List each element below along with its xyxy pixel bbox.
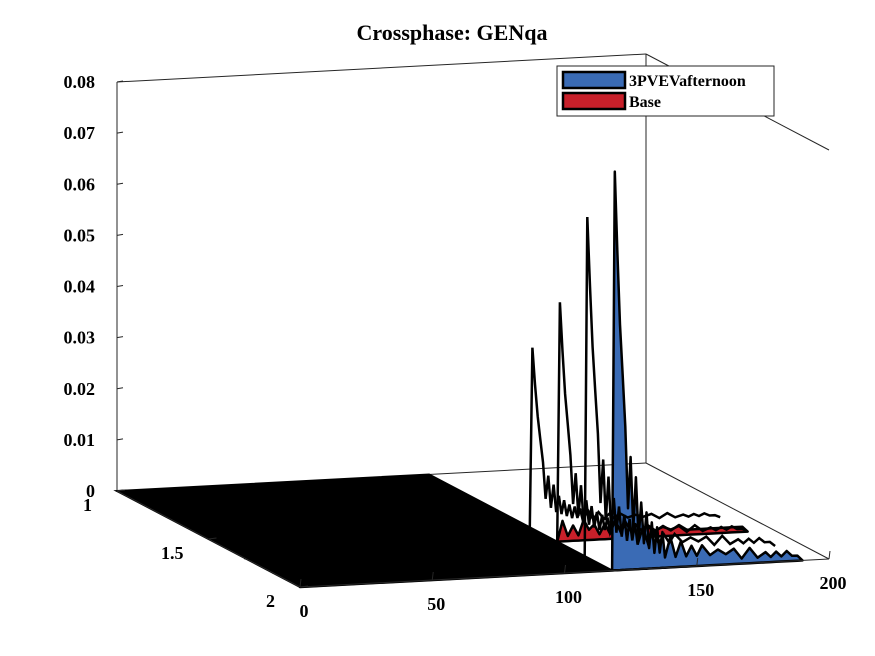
data-point: [577, 534, 579, 537]
data-point: [648, 547, 650, 549]
y-tick-label: 1: [83, 495, 92, 515]
chart-title: Crossphase: GENqa: [357, 20, 548, 45]
data-point: [694, 528, 696, 530]
x-tick: [431, 571, 434, 581]
z-tick-label: 0.01: [64, 430, 96, 450]
data-point: [640, 501, 642, 504]
data-point: [616, 252, 619, 254]
x-tick: [828, 550, 831, 560]
data-point: [635, 476, 637, 478]
data-point: [791, 555, 793, 557]
data-point: [588, 529, 590, 531]
x-tick-label: 200: [820, 573, 847, 593]
data-point: [622, 375, 624, 377]
y-tick: [208, 537, 217, 540]
data-point: [796, 554, 798, 557]
legend-label: 3PVEVafternoon: [629, 73, 746, 90]
data-point: [651, 521, 653, 523]
data-point: [717, 548, 719, 551]
y-tick: [116, 489, 126, 492]
axis-ticks: 0 0.01 0.02 0.03 0.04 0.05 0.06 0.07 0.08 0 50 100 1…: [64, 72, 847, 621]
data-point: [764, 551, 767, 553]
z-tick-label: 0.02: [64, 379, 96, 399]
data-point: [786, 550, 788, 552]
box-edge: [116, 53, 647, 83]
series-slice-line: [245, 302, 749, 560]
data-point: [696, 555, 698, 557]
data-point: [598, 533, 601, 535]
z-tick-label: 0.07: [64, 123, 96, 143]
data-point: [674, 556, 677, 558]
x-tick: [564, 564, 566, 574]
data-point: [725, 553, 727, 555]
series-slice-2: [217, 347, 721, 546]
data-point: [669, 536, 671, 538]
z-tick: [116, 336, 124, 339]
data-point: [630, 456, 632, 458]
z-tick-label: 0.08: [64, 72, 96, 92]
data-point: [614, 170, 616, 173]
y-tick-label: 1.5: [161, 543, 184, 563]
series-slice-0: [272, 216, 776, 574]
legend-label: Base: [629, 94, 661, 111]
z-tick-label: 0.04: [64, 277, 96, 297]
data-point: [645, 511, 648, 514]
legend-swatch: [561, 91, 627, 111]
series-slice-line: [217, 347, 721, 546]
series-slice-1: [245, 302, 749, 560]
data-point: [664, 556, 666, 559]
x-tick-label: 0: [300, 601, 309, 621]
legend: 3PVEVafternoon Base: [556, 65, 775, 117]
data-point: [619, 324, 621, 326]
data-point: [701, 544, 703, 546]
data-point: [690, 545, 693, 547]
y-tick-label: 2: [266, 591, 275, 611]
y-tick: [299, 585, 309, 588]
z-tick-label: 0: [86, 481, 95, 501]
box-edge: [645, 462, 830, 560]
data-point: [741, 526, 743, 528]
z-tick-label: 0.05: [64, 225, 96, 245]
data-point: [780, 555, 782, 558]
data-point: [627, 507, 629, 509]
data-point: [733, 548, 735, 550]
z-tick: [116, 131, 124, 134]
data-point: [661, 531, 663, 533]
data-point: [561, 520, 564, 522]
data-point: [559, 530, 561, 532]
series-slice-line: [272, 216, 776, 574]
data-point: [653, 552, 656, 554]
x-tick-label: 50: [427, 594, 445, 614]
data-point: [567, 535, 569, 537]
data-point: [749, 547, 751, 549]
x-tick-label: 100: [555, 587, 582, 607]
z-tick: [116, 182, 124, 185]
x-tick: [696, 557, 699, 567]
data-point: [685, 555, 687, 557]
legend-swatch: [561, 70, 627, 90]
axes-box-back: [116, 53, 830, 560]
data-point: [741, 557, 743, 560]
data-point: [643, 542, 645, 544]
z-tick-label: 0.06: [64, 174, 96, 194]
z-tick: [116, 285, 124, 287]
z-tick-label: 0.03: [64, 328, 96, 348]
z-tick: [116, 387, 124, 390]
x-tick-label: 150: [687, 580, 714, 600]
data-point: [624, 426, 626, 428]
z-tick: [116, 233, 124, 236]
data-point: [770, 556, 772, 558]
data-point: [709, 554, 711, 556]
data-point: [775, 550, 777, 553]
z-tick: [116, 80, 124, 83]
data-point: [572, 524, 574, 527]
x-tick: [299, 578, 302, 588]
data-point: [656, 526, 658, 528]
z-tick: [116, 438, 124, 441]
data-point: [659, 552, 661, 554]
data-point: [756, 557, 759, 559]
